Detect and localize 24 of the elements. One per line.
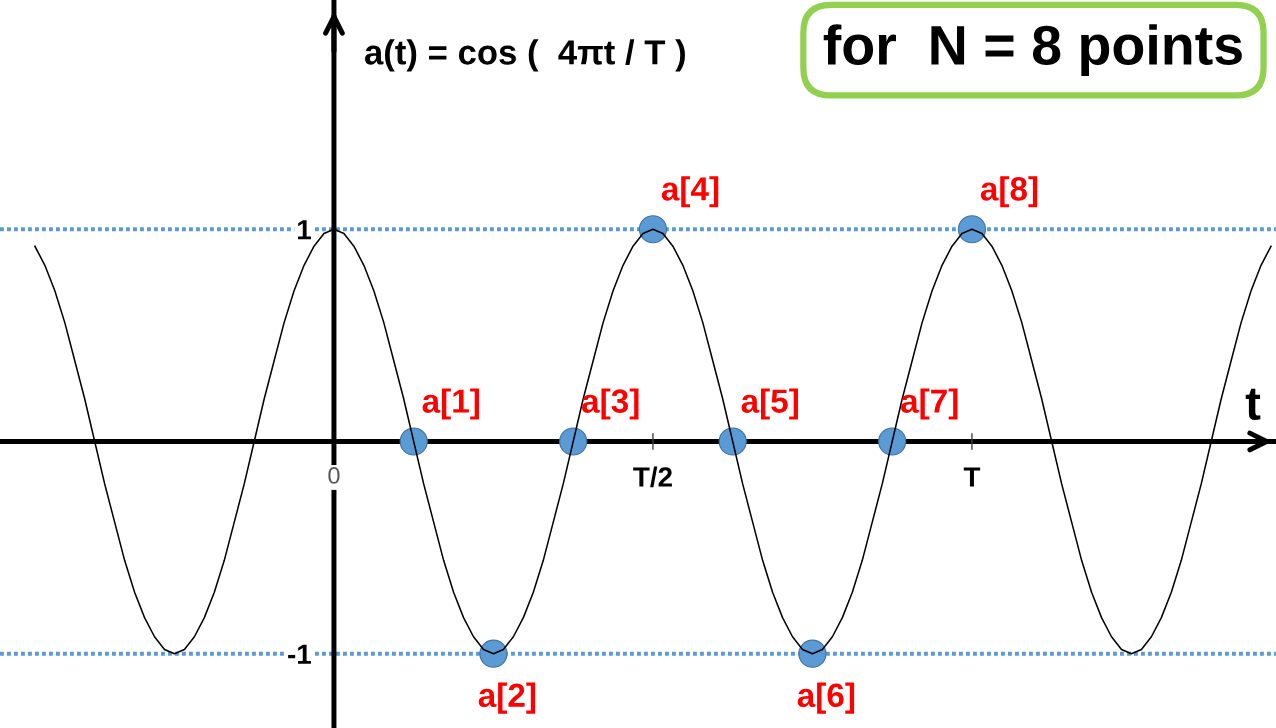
annotation: a[8] — [980, 176, 1038, 208]
x-axis-title: t — [1245, 388, 1261, 421]
annotation: a[3] — [582, 388, 639, 420]
point — [399, 427, 428, 456]
annotation: a[5] — [741, 388, 798, 420]
point — [559, 427, 588, 456]
annotation: a[4] — [661, 176, 719, 208]
y-axis-title: a(t) = cos ( 4πt / T ) — [364, 39, 685, 72]
chart-title: for N = 8 points — [823, 24, 1242, 76]
x-tick-label: T/2 — [633, 466, 672, 488]
point — [878, 427, 907, 456]
point — [479, 639, 508, 668]
point — [718, 427, 747, 456]
y-tick-label: -1 — [288, 644, 311, 664]
annotation: a[7] — [901, 388, 958, 420]
point — [638, 215, 668, 244]
annotation: a[6] — [797, 682, 855, 714]
annotation: a[1] — [422, 388, 479, 420]
annotation: a[2] — [478, 682, 536, 714]
x-tick-label: 0 — [328, 467, 340, 484]
point — [798, 639, 827, 668]
y-tick-label: 1 — [298, 220, 311, 240]
x-tick-label: T — [963, 467, 981, 487]
point — [957, 215, 987, 244]
